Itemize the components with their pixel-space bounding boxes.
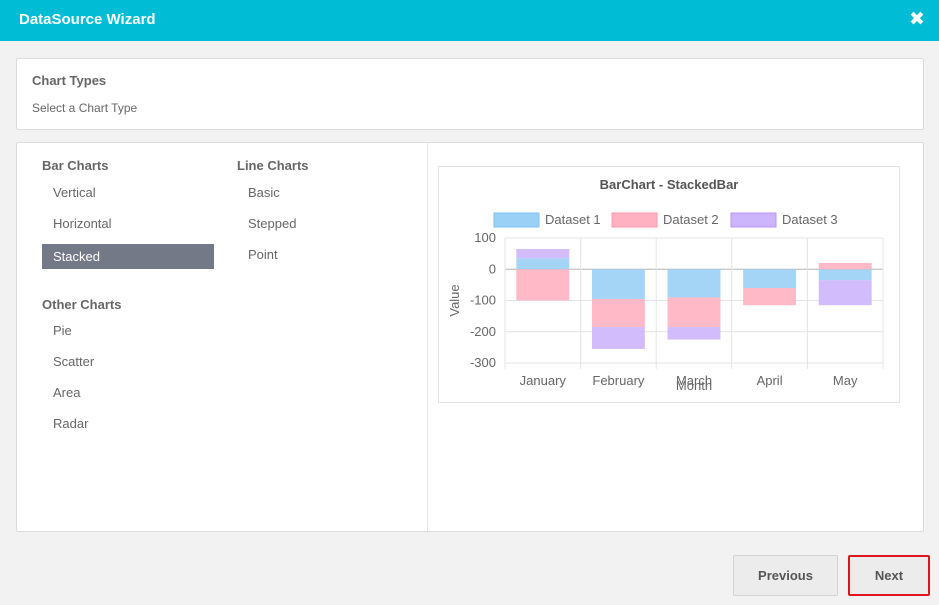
bar-segment	[516, 269, 570, 301]
section-title: Chart Types	[32, 73, 107, 88]
bar-segment	[591, 298, 645, 328]
bar-segment	[743, 288, 797, 306]
chart-option-stacked[interactable]: Stacked	[42, 244, 214, 269]
chart-types-header: Chart Types Select a Chart Type	[16, 58, 924, 130]
bar-segment	[591, 269, 645, 299]
stacked-bar-chart: BarChart - StackedBar Dataset 1 Dataset 2 D…	[447, 177, 884, 393]
chart-option-basic[interactable]: Basic	[248, 185, 280, 200]
y-tick-label: -200	[470, 324, 496, 339]
chart-option-radar[interactable]: Radar	[53, 416, 89, 431]
legend-swatch	[611, 212, 658, 228]
bar-segment	[818, 263, 872, 270]
x-axis-label: Month	[676, 378, 712, 393]
chart-option-stepped[interactable]: Stepped	[248, 216, 297, 231]
bar-segment	[591, 327, 645, 349]
bar-segment	[743, 269, 797, 288]
panel-divider	[427, 143, 428, 531]
bar-segment	[818, 269, 872, 281]
chart-title: BarChart - StackedBar	[600, 177, 739, 192]
chart-option-scatter[interactable]: Scatter	[53, 354, 95, 369]
bar-segment	[516, 248, 570, 259]
close-icon[interactable]: ✖	[909, 9, 925, 30]
section-subtitle: Select a Chart Type	[32, 101, 138, 115]
legend-label: Dataset 1	[545, 212, 601, 227]
x-tick-label: May	[833, 373, 858, 388]
legend-label: Dataset 3	[782, 212, 838, 227]
chart-option-area[interactable]: Area	[53, 385, 81, 400]
legend-label: Dataset 2	[663, 212, 719, 227]
chart-option-vertical[interactable]: Vertical	[53, 185, 96, 200]
y-tick-label: -100	[470, 293, 496, 308]
wizard-title: DataSource Wizard	[19, 11, 156, 28]
x-tick-label: February	[592, 373, 645, 388]
legend-swatch	[730, 212, 777, 228]
y-tick-label: -300	[470, 355, 496, 370]
line-charts-heading: Line Charts	[237, 158, 309, 173]
y-axis-label: Value	[447, 284, 462, 316]
x-tick-label: April	[757, 373, 783, 388]
next-button[interactable]: Next	[848, 555, 930, 596]
bar-segment	[667, 327, 721, 340]
chart-type-panel: Bar Charts Vertical Horizontal Stacked L…	[16, 142, 924, 532]
bar-segment	[818, 280, 872, 306]
x-tick-label: March	[676, 373, 712, 388]
wizard-titlebar: DataSource Wizard ✖	[0, 0, 939, 41]
chart-preview: BarChart - StackedBar Dataset 1 Dataset 2 D…	[438, 166, 900, 403]
bar-segment	[667, 269, 721, 298]
x-tick-label: January	[520, 373, 567, 388]
bar-segment	[516, 258, 570, 270]
bar-segment	[667, 297, 721, 328]
other-charts-heading: Other Charts	[42, 297, 122, 312]
bar-charts-heading: Bar Charts	[42, 158, 109, 173]
y-tick-label: 100	[474, 230, 496, 245]
y-tick-label: 0	[489, 261, 496, 276]
previous-button[interactable]: Previous	[733, 555, 838, 596]
legend-swatch	[493, 212, 540, 228]
chart-option-point[interactable]: Point	[248, 247, 278, 262]
chart-option-horizontal[interactable]: Horizontal	[53, 216, 112, 231]
chart-option-pie[interactable]: Pie	[53, 323, 72, 338]
